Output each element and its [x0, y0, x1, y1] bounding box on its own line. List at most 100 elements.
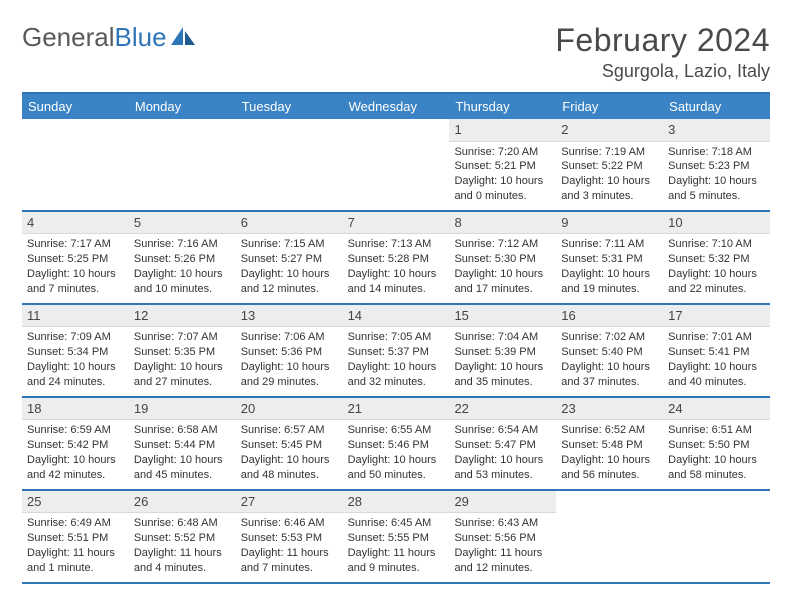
day-cell: 11Sunrise: 7:09 AMSunset: 5:34 PMDayligh…: [22, 305, 129, 396]
day-number: 19: [129, 398, 236, 421]
sunrise-text: Sunrise: 6:48 AM: [134, 516, 231, 531]
sunrise-text: Sunrise: 6:43 AM: [454, 516, 551, 531]
day-number: 23: [556, 398, 663, 421]
day-body: Sunrise: 6:59 AMSunset: 5:42 PMDaylight:…: [22, 420, 129, 488]
sunrise-text: Sunrise: 7:12 AM: [454, 237, 551, 252]
day-cell-empty: [22, 119, 129, 210]
day-number: 26: [129, 491, 236, 514]
day-body: Sunrise: 6:48 AMSunset: 5:52 PMDaylight:…: [129, 513, 236, 581]
daylight-text: Daylight: 11 hours and 12 minutes.: [454, 546, 551, 576]
sunset-text: Sunset: 5:21 PM: [454, 159, 551, 174]
day-body: Sunrise: 7:16 AMSunset: 5:26 PMDaylight:…: [129, 234, 236, 302]
day-body: Sunrise: 6:45 AMSunset: 5:55 PMDaylight:…: [343, 513, 450, 581]
sunrise-text: Sunrise: 6:49 AM: [27, 516, 124, 531]
day-body: Sunrise: 7:15 AMSunset: 5:27 PMDaylight:…: [236, 234, 343, 302]
daylight-text: Daylight: 10 hours and 24 minutes.: [27, 360, 124, 390]
day-cell: 20Sunrise: 6:57 AMSunset: 5:45 PMDayligh…: [236, 398, 343, 489]
day-cell: 15Sunrise: 7:04 AMSunset: 5:39 PMDayligh…: [449, 305, 556, 396]
sunset-text: Sunset: 5:50 PM: [668, 438, 765, 453]
sunrise-text: Sunrise: 7:06 AM: [241, 330, 338, 345]
day-cell: 5Sunrise: 7:16 AMSunset: 5:26 PMDaylight…: [129, 212, 236, 303]
sunrise-text: Sunrise: 7:04 AM: [454, 330, 551, 345]
day-body: Sunrise: 7:09 AMSunset: 5:34 PMDaylight:…: [22, 327, 129, 395]
sunset-text: Sunset: 5:32 PM: [668, 252, 765, 267]
day-cell: 10Sunrise: 7:10 AMSunset: 5:32 PMDayligh…: [663, 212, 770, 303]
day-number: 16: [556, 305, 663, 328]
day-cell: 1Sunrise: 7:20 AMSunset: 5:21 PMDaylight…: [449, 119, 556, 210]
sunrise-text: Sunrise: 6:52 AM: [561, 423, 658, 438]
sunset-text: Sunset: 5:47 PM: [454, 438, 551, 453]
day-cell-empty: [663, 491, 770, 582]
day-number: 17: [663, 305, 770, 328]
sunrise-text: Sunrise: 7:11 AM: [561, 237, 658, 252]
sunrise-text: Sunrise: 7:18 AM: [668, 145, 765, 160]
day-number: 13: [236, 305, 343, 328]
day-cell: 17Sunrise: 7:01 AMSunset: 5:41 PMDayligh…: [663, 305, 770, 396]
day-cell: 16Sunrise: 7:02 AMSunset: 5:40 PMDayligh…: [556, 305, 663, 396]
day-cell: 3Sunrise: 7:18 AMSunset: 5:23 PMDaylight…: [663, 119, 770, 210]
day-number: 5: [129, 212, 236, 235]
day-number: 2: [556, 119, 663, 142]
day-cell: 27 Sunrise: 6:46 AMSunset: 5:53 PMDayligh…: [236, 491, 343, 582]
sunrise-text: Sunrise: 7:17 AM: [27, 237, 124, 252]
month-title: February 2024: [555, 22, 770, 59]
day-number: 15: [449, 305, 556, 328]
day-cell: 23Sunrise: 6:52 AMSunset: 5:48 PMDayligh…: [556, 398, 663, 489]
sunrise-text: Sunrise: 7:07 AM: [134, 330, 231, 345]
sunrise-text: Sunrise: 6:54 AM: [454, 423, 551, 438]
daylight-text: Daylight: 10 hours and 27 minutes.: [134, 360, 231, 390]
day-cell: 9Sunrise: 7:11 AMSunset: 5:31 PMDaylight…: [556, 212, 663, 303]
sunset-text: Sunset: 5:55 PM: [348, 531, 445, 546]
daylight-text: Daylight: 10 hours and 5 minutes.: [668, 174, 765, 204]
sunrise-text: Sunrise: 7:20 AM: [454, 145, 551, 160]
day-body: Sunrise: 7:17 AMSunset: 5:25 PMDaylight:…: [22, 234, 129, 302]
day-body: Sunrise: 7:11 AMSunset: 5:31 PMDaylight:…: [556, 234, 663, 302]
week-row: 11Sunrise: 7:09 AMSunset: 5:34 PMDayligh…: [22, 305, 770, 398]
logo-part2: Blue: [115, 22, 167, 52]
weekday-header: Tuesday: [236, 94, 343, 119]
day-number: 10: [663, 212, 770, 235]
day-number: 18: [22, 398, 129, 421]
sunset-text: Sunset: 5:27 PM: [241, 252, 338, 267]
sunrise-text: Sunrise: 7:19 AM: [561, 145, 658, 160]
sunrise-text: Sunrise: 7:15 AM: [241, 237, 338, 252]
day-body: Sunrise: 6:49 AMSunset: 5:51 PMDaylight:…: [22, 513, 129, 581]
weekday-header: Friday: [556, 94, 663, 119]
day-body: Sunrise: 6:43 AMSunset: 5:56 PMDaylight:…: [449, 513, 556, 581]
day-cell: 19Sunrise: 6:58 AMSunset: 5:44 PMDayligh…: [129, 398, 236, 489]
day-number: 8: [449, 212, 556, 235]
day-number: 4: [22, 212, 129, 235]
sunrise-text: Sunrise: 6:46 AM: [241, 516, 338, 531]
location-label: Sgurgola, Lazio, Italy: [555, 61, 770, 82]
sunset-text: Sunset: 5:48 PM: [561, 438, 658, 453]
daylight-text: Daylight: 10 hours and 12 minutes.: [241, 267, 338, 297]
day-body: Sunrise: 7:12 AMSunset: 5:30 PMDaylight:…: [449, 234, 556, 302]
title-block: February 2024 Sgurgola, Lazio, Italy: [555, 22, 770, 82]
day-number: 27: [236, 491, 343, 514]
day-number: 25: [22, 491, 129, 514]
day-body: Sunrise: 6:58 AMSunset: 5:44 PMDaylight:…: [129, 420, 236, 488]
sunset-text: Sunset: 5:45 PM: [241, 438, 338, 453]
sunset-text: Sunset: 5:35 PM: [134, 345, 231, 360]
daylight-text: Daylight: 10 hours and 35 minutes.: [454, 360, 551, 390]
day-number: 20: [236, 398, 343, 421]
day-cell: 4Sunrise: 7:17 AMSunset: 5:25 PMDaylight…: [22, 212, 129, 303]
daylight-text: Daylight: 10 hours and 53 minutes.: [454, 453, 551, 483]
daylight-text: Daylight: 10 hours and 32 minutes.: [348, 360, 445, 390]
day-cell: 7Sunrise: 7:13 AMSunset: 5:28 PMDaylight…: [343, 212, 450, 303]
day-cell: 21Sunrise: 6:55 AMSunset: 5:46 PMDayligh…: [343, 398, 450, 489]
day-cell-empty: [129, 119, 236, 210]
week-row: 1Sunrise: 7:20 AMSunset: 5:21 PMDaylight…: [22, 119, 770, 212]
sunrise-text: Sunrise: 6:51 AM: [668, 423, 765, 438]
daylight-text: Daylight: 11 hours and 7 minutes.: [241, 546, 338, 576]
daylight-text: Daylight: 10 hours and 58 minutes.: [668, 453, 765, 483]
daylight-text: Daylight: 10 hours and 50 minutes.: [348, 453, 445, 483]
sunset-text: Sunset: 5:23 PM: [668, 159, 765, 174]
day-body: Sunrise: 7:07 AMSunset: 5:35 PMDaylight:…: [129, 327, 236, 395]
daylight-text: Daylight: 10 hours and 10 minutes.: [134, 267, 231, 297]
daylight-text: Daylight: 10 hours and 7 minutes.: [27, 267, 124, 297]
week-row: 25Sunrise: 6:49 AMSunset: 5:51 PMDayligh…: [22, 491, 770, 584]
day-cell: 18Sunrise: 6:59 AMSunset: 5:42 PMDayligh…: [22, 398, 129, 489]
sunrise-text: Sunrise: 6:57 AM: [241, 423, 338, 438]
sunset-text: Sunset: 5:53 PM: [241, 531, 338, 546]
